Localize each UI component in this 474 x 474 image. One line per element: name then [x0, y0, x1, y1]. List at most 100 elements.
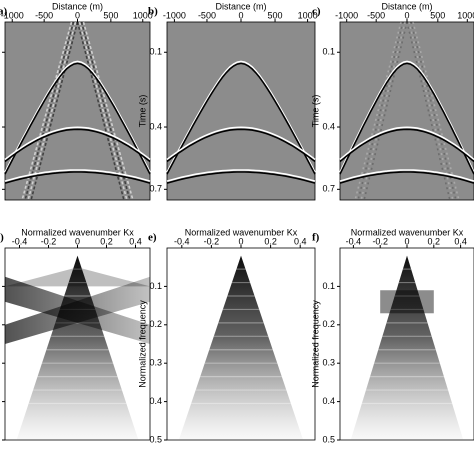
x-tick-label: -1000 — [1, 10, 24, 20]
x-tick-label: 0 — [404, 10, 409, 20]
panel — [4, 21, 151, 201]
x-tick-label: 1000 — [457, 10, 474, 20]
x-axis-title: Normalized wavenumber Kx — [351, 227, 464, 237]
linear-event — [24, 21, 75, 201]
panel-label: f) — [312, 232, 320, 244]
y-tick-label: 0.4 — [149, 396, 162, 406]
reflection-event — [166, 126, 316, 161]
x-tick-label: -0.4 — [174, 236, 190, 246]
reflection-event — [339, 128, 474, 163]
panel — [166, 247, 316, 441]
linear-event — [360, 21, 406, 201]
reflection-event — [166, 128, 316, 163]
linear-event — [408, 21, 454, 201]
reflection-event — [166, 171, 316, 184]
y-axis-title: Normalized frequency — [310, 300, 320, 388]
y-tick-label: 0.2 — [322, 319, 335, 329]
x-tick-label: -500 — [35, 10, 53, 20]
reflection-event — [4, 128, 151, 163]
x-tick-label: -0.4 — [12, 236, 28, 246]
y-tick-label: 0.1 — [322, 281, 335, 291]
x-tick-label: 1000 — [133, 10, 153, 20]
x-axis-title: Distance (m) — [215, 1, 266, 11]
y-tick-label: 0.3 — [322, 358, 335, 368]
linear-event — [80, 21, 131, 201]
reflection-event — [166, 169, 316, 182]
linear-event — [406, 21, 451, 201]
panel-label: c) — [312, 6, 321, 18]
x-tick-label: -500 — [367, 10, 385, 20]
panel-label: d) — [0, 232, 4, 244]
y-tick-label: 0.4 — [322, 121, 335, 131]
panel — [166, 21, 316, 201]
panel-label: e) — [148, 232, 157, 244]
y-tick-label: 0.3 — [149, 358, 162, 368]
panel — [4, 247, 151, 441]
x-axis-title: Distance (m) — [381, 1, 432, 11]
linear-event — [412, 21, 460, 201]
panel — [339, 247, 474, 441]
y-tick-label: 0.5 — [149, 434, 162, 444]
linear-event — [82, 21, 134, 201]
panel-image — [339, 21, 474, 201]
x-tick-label: -500 — [198, 10, 216, 20]
x-tick-label: -1000 — [335, 10, 358, 20]
x-tick-label: -0.4 — [346, 236, 362, 246]
reflection-event — [339, 126, 474, 161]
linear-event — [21, 21, 73, 201]
x-tick-label: 500 — [103, 10, 118, 20]
panel — [339, 21, 474, 201]
x-tick-label: 500 — [430, 10, 445, 20]
reflection-event — [339, 60, 474, 173]
y-tick-label: 0.1 — [149, 47, 162, 57]
panel-label: b) — [148, 6, 158, 18]
y-tick-label: 0.7 — [322, 184, 335, 194]
panel-label: a) — [0, 6, 8, 18]
x-tick-label: 0 — [75, 236, 80, 246]
x-tick-label: 0 — [238, 10, 243, 20]
linear-event — [27, 21, 77, 201]
y-tick-label: 0.7 — [149, 184, 162, 194]
x-axis-title: Distance (m) — [52, 1, 103, 11]
panel-image — [4, 21, 151, 201]
x-tick-label: 0 — [404, 236, 409, 246]
x-tick-label: -1000 — [163, 10, 186, 20]
x-tick-label: 0.4 — [454, 236, 467, 246]
reflection-event — [339, 169, 474, 182]
x-tick-label: 0.2 — [264, 236, 277, 246]
y-axis-title: Time (s) — [310, 95, 320, 128]
residual-noise — [380, 290, 434, 314]
y-axis-title: Time (s) — [137, 95, 147, 128]
y-tick-label: 0.1 — [322, 47, 335, 57]
x-tick-label: 0.4 — [129, 236, 142, 246]
reflection-event — [4, 62, 151, 175]
x-tick-label: 0.2 — [100, 236, 113, 246]
x-tick-label: 500 — [268, 10, 283, 20]
reflection-event — [166, 62, 316, 175]
reflection-event — [339, 62, 474, 175]
y-tick-label: 0.4 — [149, 121, 162, 131]
reflection-event — [4, 60, 151, 173]
x-tick-label: -0.2 — [372, 236, 388, 246]
linear-event — [78, 21, 128, 201]
y-tick-label: 0.1 — [149, 281, 162, 291]
x-tick-label: 0.4 — [294, 236, 307, 246]
linear-event — [76, 21, 125, 201]
spectrum-cone — [350, 255, 464, 440]
aliased-band — [5, 276, 150, 344]
linear-event — [30, 21, 79, 201]
x-tick-label: -0.2 — [204, 236, 220, 246]
aliased-cone — [5, 267, 150, 287]
reflection-event — [4, 169, 151, 182]
linear-event — [354, 21, 402, 201]
spectrum-cone — [16, 255, 139, 440]
x-axis-title: Normalized wavenumber Kx — [185, 227, 298, 237]
y-axis-title: Normalized frequency — [137, 300, 147, 388]
x-tick-label: 1000 — [298, 10, 318, 20]
x-tick-label: 0 — [75, 10, 80, 20]
y-tick-label: 0.2 — [149, 319, 162, 329]
x-axis-title: Normalized wavenumber Kx — [21, 227, 134, 237]
reflection-event — [166, 60, 316, 173]
reflection-event — [4, 126, 151, 161]
reflection-event — [4, 171, 151, 184]
